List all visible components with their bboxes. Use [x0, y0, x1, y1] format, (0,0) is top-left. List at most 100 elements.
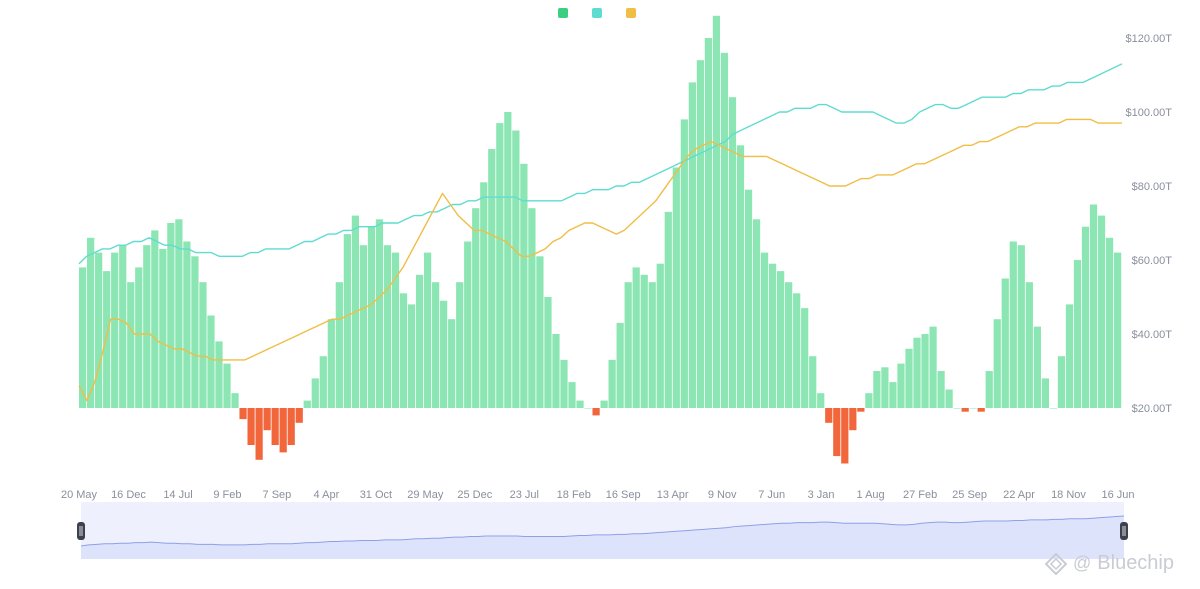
bar-73 — [664, 211, 672, 408]
x-axis-tick-15: 3 Jan — [808, 489, 835, 501]
bar-36 — [367, 226, 376, 408]
legend-item-3[interactable] — [626, 6, 642, 20]
x-axis-tick-18: 25 Sep — [952, 489, 987, 501]
navigator-handle-right[interactable] — [1120, 522, 1128, 540]
bar-22 — [255, 408, 263, 460]
bar-118 — [1025, 282, 1033, 408]
bar-100 — [881, 367, 889, 408]
bar-78 — [704, 38, 713, 408]
bar-128 — [1105, 237, 1114, 408]
bar-79 — [712, 15, 721, 409]
bar-126 — [1089, 204, 1098, 408]
range-navigator[interactable] — [77, 502, 1128, 559]
bar-81 — [728, 97, 737, 408]
right-axis: $120.00T $100.00T $80.00T $60.00T $40.00T $20… — [1126, 33, 1173, 415]
bar-102 — [897, 363, 905, 408]
x-axis-tick-12: 13 Apr — [657, 489, 689, 501]
bar-40 — [399, 293, 408, 408]
line-series-2 — [78, 118, 1122, 402]
bar-77 — [696, 60, 704, 408]
bar-39 — [391, 252, 400, 408]
line-series-1 — [78, 63, 1123, 265]
bar-99 — [873, 371, 881, 408]
bar-55 — [520, 163, 528, 408]
bar-67 — [616, 322, 624, 408]
right-axis-tick-3: $60.00T — [1132, 255, 1173, 267]
bar-12 — [175, 219, 183, 408]
bar-62 — [576, 400, 584, 408]
bar-89 — [793, 293, 801, 408]
bar-8 — [143, 245, 151, 408]
bar-98 — [865, 393, 873, 408]
bar-91 — [809, 356, 817, 408]
bar-66 — [608, 359, 616, 408]
x-axis-tick-3: 9 Feb — [213, 489, 241, 501]
bar-3 — [103, 271, 111, 408]
bar-1 — [87, 237, 95, 408]
bar-49 — [472, 208, 480, 408]
bar-57 — [536, 256, 544, 408]
x-axis-tick-2: 14 Jul — [163, 489, 192, 501]
bar-122 — [1057, 356, 1066, 408]
bar-21 — [247, 408, 255, 445]
x-axis-tick-17: 27 Feb — [903, 489, 937, 501]
bar-87 — [777, 271, 785, 408]
bar-70 — [640, 274, 648, 408]
bar-0 — [79, 267, 87, 408]
x-axis-tick-8: 25 Dec — [457, 489, 492, 501]
x-axis-tick-1: 16 Dec — [111, 489, 146, 501]
x-axis-tick-13: 9 Nov — [708, 489, 737, 501]
bar-97 — [857, 408, 865, 412]
bar-69 — [632, 267, 640, 408]
x-axis-tick-4: 7 Sep — [263, 489, 292, 501]
bar-108 — [945, 389, 953, 408]
bar-42 — [415, 274, 424, 408]
bar-120 — [1041, 378, 1049, 408]
x-axis-tick-20: 18 Nov — [1051, 489, 1086, 501]
bar-18 — [223, 363, 231, 408]
bar-30 — [319, 356, 327, 408]
bar-111 — [969, 408, 977, 409]
bar-63 — [584, 408, 592, 409]
legend-item-2[interactable] — [592, 6, 608, 20]
bar-65 — [600, 400, 608, 408]
bar-37 — [375, 219, 384, 408]
bar-17 — [215, 341, 223, 408]
bar-26 — [287, 408, 295, 445]
bar-48 — [464, 241, 472, 408]
bar-86 — [768, 263, 777, 408]
bar-27 — [295, 408, 303, 423]
bar-47 — [456, 282, 464, 408]
bar-56 — [528, 208, 536, 408]
watermark-at: @ — [1073, 553, 1092, 573]
bluechip-logo-icon — [1045, 552, 1067, 575]
bar-35 — [359, 245, 368, 408]
bar-90 — [801, 308, 809, 408]
bar-116 — [1009, 241, 1017, 408]
x-axis-tick-14: 7 Jun — [758, 489, 785, 501]
bar-114 — [993, 319, 1001, 408]
navigator-handle-left[interactable] — [77, 522, 85, 540]
right-axis-tick-5: $20.00T — [1132, 403, 1173, 415]
legend-item-1[interactable] — [558, 6, 574, 20]
bar-28 — [303, 400, 311, 408]
watermark: @ Bluechip — [1045, 552, 1174, 575]
bar-109 — [953, 408, 961, 409]
bar-76 — [688, 82, 696, 409]
bar-9 — [151, 230, 159, 408]
bar-61 — [568, 382, 576, 408]
bar-59 — [552, 334, 560, 408]
line-series — [78, 63, 1123, 402]
bar-123 — [1065, 304, 1074, 408]
bar-74 — [672, 167, 680, 408]
bar-33 — [343, 234, 351, 408]
bar-117 — [1017, 245, 1025, 408]
bar-107 — [937, 371, 945, 408]
bar-106 — [929, 326, 937, 408]
right-axis-tick-0: $120.00T — [1126, 33, 1173, 45]
bar-29 — [311, 378, 319, 408]
bar-93 — [825, 408, 833, 423]
bar-31 — [327, 319, 335, 408]
bar-95 — [841, 408, 849, 464]
